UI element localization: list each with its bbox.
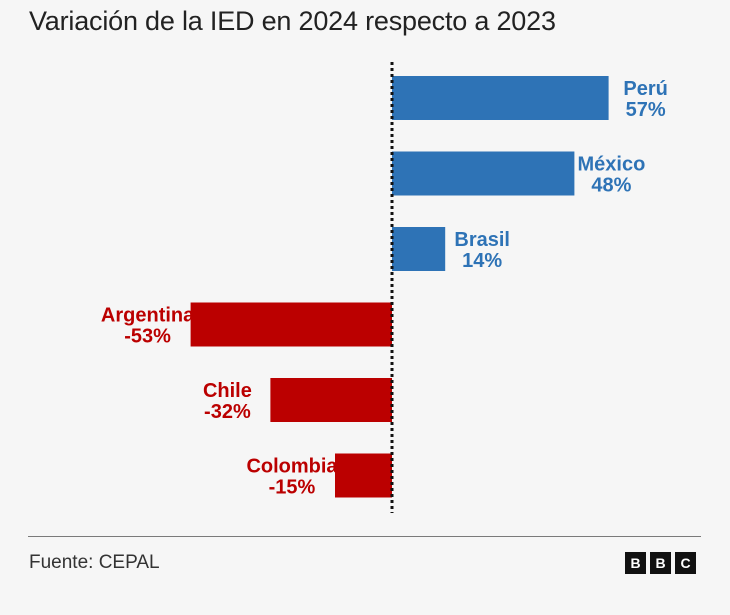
bbc-logo-letter: C bbox=[675, 552, 696, 574]
bbc-logo: B B C bbox=[625, 552, 696, 574]
footer-divider bbox=[28, 536, 701, 537]
bbc-logo-letter: B bbox=[650, 552, 671, 574]
bar-perú bbox=[392, 76, 609, 120]
category-label: Brasil bbox=[454, 229, 510, 251]
bar-colombia bbox=[335, 453, 392, 498]
category-label: Colombia bbox=[246, 456, 338, 478]
bar-brasil bbox=[392, 227, 446, 271]
category-label: Perú bbox=[623, 78, 667, 100]
value-label: -32% bbox=[204, 401, 251, 423]
category-label: Chile bbox=[203, 380, 252, 402]
value-label: 57% bbox=[626, 99, 666, 121]
category-label: Argentina bbox=[101, 305, 195, 327]
bar-méxico bbox=[392, 151, 575, 196]
chart-title: Variación de la IED en 2024 respecto a 2… bbox=[29, 6, 556, 36]
bbc-logo-letter: B bbox=[625, 552, 646, 574]
value-label: -53% bbox=[124, 326, 171, 348]
value-label: 48% bbox=[591, 175, 631, 197]
bar-chile bbox=[270, 378, 392, 422]
value-label: 14% bbox=[462, 250, 502, 272]
category-label: México bbox=[577, 154, 645, 176]
value-label: -15% bbox=[269, 477, 316, 499]
source-note: Fuente: CEPAL bbox=[29, 552, 160, 573]
bar-argentina bbox=[190, 302, 392, 347]
